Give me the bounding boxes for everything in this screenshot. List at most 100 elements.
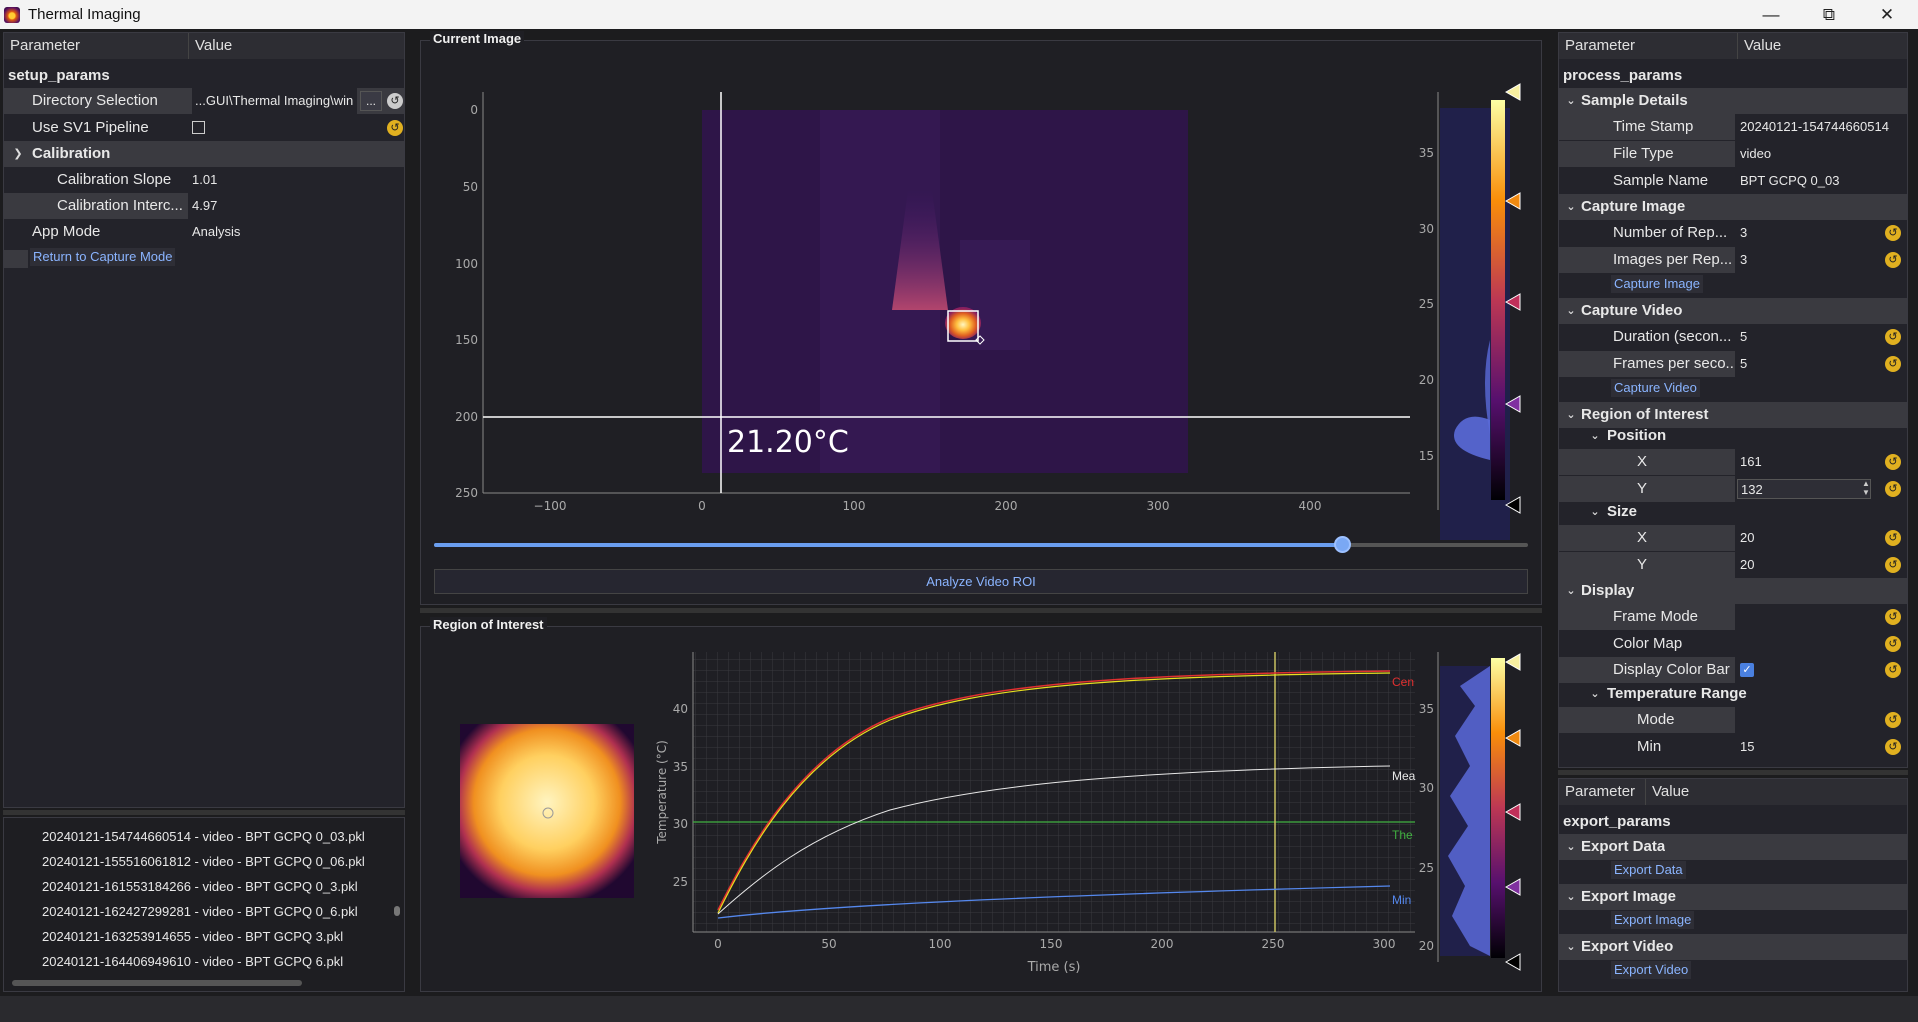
file-type-value[interactable]: video	[1740, 146, 1772, 161]
roi-plots[interactable]: 0 50 100 150 200 250 300 40 35 30 25 Tim…	[420, 626, 1542, 992]
reset-icon[interactable]: ↺	[1885, 712, 1901, 728]
number-of-reps-row[interactable]: Number of Rep... 3 ↺	[1559, 220, 1907, 246]
chevron-down-icon[interactable]: ⌄	[1566, 201, 1576, 213]
chevron-down-icon[interactable]: ⌄	[1566, 585, 1576, 597]
level-handle-icon[interactable]	[1504, 395, 1521, 413]
chevron-down-icon[interactable]: ⌄	[1566, 409, 1576, 421]
directory-selection-value[interactable]: ...GUI\Thermal Imaging\win	[192, 88, 357, 114]
capture-video-button[interactable]: Capture Video	[1611, 379, 1700, 397]
time-stamp-row[interactable]: Time Stamp 20240121-154744660514	[1559, 114, 1907, 140]
time-stamp-value[interactable]: 20240121-154744660514	[1740, 119, 1889, 134]
chevron-down-icon[interactable]: ⌄	[1566, 841, 1576, 853]
capture-video-group[interactable]: ⌄ Capture Video	[1559, 298, 1907, 324]
fps-row[interactable]: Frames per seco... 5 ↺	[1559, 351, 1907, 377]
size-x-value[interactable]: 20	[1740, 530, 1755, 545]
export-video-group[interactable]: ⌄ Export Video	[1559, 934, 1907, 960]
size-group[interactable]: ⌄ Size	[1559, 501, 1907, 523]
level-handle-icon[interactable]	[1504, 496, 1521, 514]
frame-slider[interactable]	[434, 536, 1528, 553]
reset-icon[interactable]: ↺	[1885, 225, 1901, 241]
level-handle-icon[interactable]	[1504, 803, 1521, 821]
fps-value[interactable]: 5	[1740, 356, 1748, 371]
calibration-intercept-row[interactable]: Calibration Interc... 4.97	[4, 193, 404, 219]
reset-icon[interactable]: ↺	[1885, 356, 1901, 372]
frame-slider-handle[interactable]	[1334, 536, 1352, 553]
size-y-row[interactable]: Y 20 ↺	[1559, 552, 1907, 578]
calibration-intercept-value[interactable]: 4.97	[192, 198, 218, 213]
app-mode-row[interactable]: App Mode Analysis	[4, 219, 404, 245]
chevron-down-icon[interactable]: ❯	[13, 148, 23, 160]
directory-selection-row[interactable]: Directory Selection ...GUI\Thermal Imagi…	[4, 88, 404, 114]
position-y-row[interactable]: Y 132 ▲ ▼ ↺	[1559, 476, 1907, 502]
duration-value[interactable]: 5	[1740, 329, 1748, 344]
reset-icon[interactable]: ↺	[1885, 454, 1901, 470]
level-handle-icon[interactable]	[1504, 953, 1521, 971]
minimize-button[interactable]: —	[1762, 4, 1780, 24]
reset-icon[interactable]: ↺	[1885, 530, 1901, 546]
level-handle-icon[interactable]	[1504, 653, 1521, 671]
roi-box[interactable]	[947, 310, 979, 342]
list-item[interactable]: 20240121-161553184266 - video - BPT GCPQ…	[42, 879, 358, 894]
list-item[interactable]: 20240121-163253914655 - video - BPT GCPQ…	[42, 929, 344, 944]
level-handle-icon[interactable]	[1504, 192, 1521, 210]
chevron-down-icon[interactable]: ⌄	[1590, 506, 1600, 518]
histogram-colorbar[interactable]: 35 30 25 20 15	[1419, 83, 1521, 540]
temperature-range-group[interactable]: ⌄ Temperature Range	[1559, 683, 1907, 705]
sample-name-row[interactable]: Sample Name BPT GCPQ 0_03	[1559, 168, 1907, 194]
reset-icon[interactable]: ↺	[387, 120, 403, 136]
display-group[interactable]: ⌄ Display	[1559, 578, 1907, 604]
size-y-value[interactable]: 20	[1740, 557, 1755, 572]
roi-params-group[interactable]: ⌄ Region of Interest	[1559, 402, 1907, 428]
size-x-row[interactable]: X 20 ↺	[1559, 525, 1907, 551]
roi-handle[interactable]	[975, 335, 985, 345]
export-data-group[interactable]: ⌄ Export Data	[1559, 834, 1907, 860]
calibration-slope-value[interactable]: 1.01	[192, 172, 218, 187]
right-splitter[interactable]	[1558, 770, 1908, 775]
list-item[interactable]: 20240121-164406949610 - video - BPT GCPQ…	[42, 954, 344, 969]
color-map-row[interactable]: Color Map ↺	[1559, 631, 1907, 657]
temp-min-value[interactable]: 15	[1740, 739, 1755, 754]
reset-icon[interactable]: ↺	[1885, 329, 1901, 345]
capture-image-button[interactable]: Capture Image	[1611, 275, 1703, 293]
sample-name-value[interactable]: BPT GCPQ 0_03	[1740, 173, 1840, 188]
app-mode-value[interactable]: Analysis	[192, 224, 241, 239]
images-per-rep-value[interactable]: 3	[1740, 252, 1748, 267]
restore-button[interactable]: ⧉	[1822, 4, 1836, 24]
chevron-down-icon[interactable]: ⌄	[1566, 305, 1576, 317]
number-of-reps-value[interactable]: 3	[1740, 225, 1748, 240]
center-splitter[interactable]	[420, 608, 1542, 613]
export-image-group[interactable]: ⌄ Export Image	[1559, 884, 1907, 910]
chevron-down-icon[interactable]: ⌄	[1566, 95, 1576, 107]
return-to-capture-mode-button[interactable]: Return to Capture Mode	[30, 248, 176, 266]
use-sv1-pipeline-checkbox[interactable]	[192, 121, 205, 134]
display-color-bar-checkbox[interactable]: ✓	[1740, 663, 1754, 677]
reset-icon[interactable]: ↺	[1885, 481, 1901, 497]
position-x-value[interactable]: 161	[1740, 454, 1762, 469]
reset-icon[interactable]: ↺	[1885, 609, 1901, 625]
list-item[interactable]: 20240121-162427299281 - video - BPT GCPQ…	[42, 904, 358, 919]
vertical-scrollbar[interactable]	[392, 824, 402, 974]
current-image-plot[interactable]: 21.20°C 0 50 100 150 200 250 −100 0 100 …	[420, 40, 1542, 605]
reset-icon[interactable]: ↺	[1885, 662, 1901, 678]
level-handle-icon[interactable]	[1504, 293, 1521, 311]
temp-mode-row[interactable]: Mode ↺	[1559, 707, 1907, 733]
reset-icon[interactable]: ↺	[1885, 557, 1901, 573]
level-handle-icon[interactable]	[1504, 878, 1521, 896]
chevron-down-icon[interactable]: ⌄	[1566, 941, 1576, 953]
capture-image-group[interactable]: ⌄ Capture Image	[1559, 194, 1907, 220]
position-group[interactable]: ⌄ Position	[1559, 425, 1907, 447]
export-video-button[interactable]: Export Video	[1611, 961, 1692, 979]
temp-min-row[interactable]: Min 15 ↺	[1559, 734, 1907, 760]
sample-details-group[interactable]: ⌄ Sample Details	[1559, 88, 1907, 114]
horizontal-scrollbar[interactable]	[12, 980, 302, 986]
chevron-down-icon[interactable]: ⌄	[1590, 430, 1600, 442]
roi-histogram-colorbar[interactable]: 35 30 25 20	[1419, 652, 1521, 971]
reset-icon[interactable]: ↺	[1885, 252, 1901, 268]
export-data-button[interactable]: Export Data	[1611, 861, 1686, 879]
reset-icon[interactable]: ↺	[387, 93, 403, 109]
display-color-bar-row[interactable]: Display Color Bar ✓ ↺	[1559, 657, 1907, 683]
position-y-spinbox[interactable]: 132	[1737, 479, 1871, 499]
reset-icon[interactable]: ↺	[1885, 636, 1901, 652]
export-image-button[interactable]: Export Image	[1611, 911, 1695, 929]
chevron-down-icon[interactable]: ⌄	[1566, 891, 1576, 903]
